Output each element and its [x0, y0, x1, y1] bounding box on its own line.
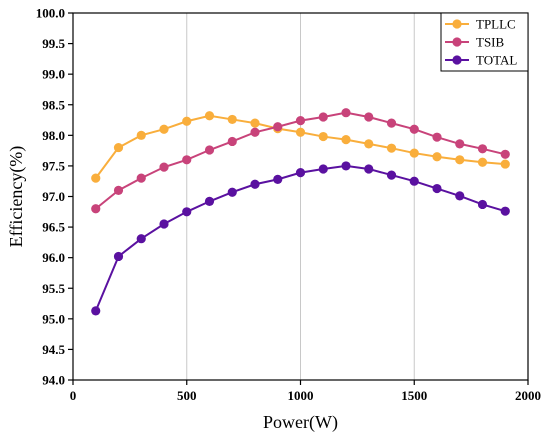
data-point-tpllc — [227, 114, 237, 125]
data-point-tpllc — [455, 155, 465, 165]
data-point-tsib — [204, 145, 215, 155]
data-point-total — [136, 234, 146, 244]
data-point-tsib — [182, 155, 192, 165]
y-tick-label: 98.0 — [42, 128, 65, 143]
data-point-tpllc — [295, 127, 306, 137]
data-point-tpllc — [364, 139, 374, 149]
data-point-tpllc — [477, 157, 488, 167]
series-tsib — [91, 108, 510, 214]
y-tick-label: 94.0 — [42, 373, 65, 388]
legend-item-total: TOTAL — [445, 53, 517, 68]
data-point-tpllc — [432, 152, 442, 162]
data-point-total — [113, 251, 124, 262]
x-axis: 0 500 1000 1500 2000 — [70, 380, 541, 403]
x-tick-label: 2000 — [515, 388, 541, 403]
y-tick-label: 97.5 — [42, 158, 65, 173]
y-tick-label: 100.0 — [36, 6, 65, 21]
data-point-tsib — [318, 112, 328, 122]
y-tick-label: 97.0 — [42, 189, 65, 204]
legend-swatch-marker — [452, 55, 462, 65]
data-point-total — [227, 187, 237, 197]
legend: TPLLC TSIB TOTAL — [440, 12, 529, 72]
data-point-tsib — [432, 132, 442, 142]
data-point-total — [91, 306, 101, 316]
data-point-total — [318, 164, 328, 174]
data-point-tpllc — [250, 118, 260, 128]
data-point-total — [477, 199, 488, 210]
y-tick-label: 99.5 — [42, 36, 65, 51]
data-point-tsib — [364, 112, 374, 122]
data-series — [91, 108, 510, 316]
legend-label: TSIB — [476, 35, 505, 50]
data-point-total — [386, 170, 397, 180]
data-point-tsib — [113, 185, 124, 195]
x-tick-label: 1500 — [401, 388, 427, 403]
x-tick-label: 0 — [70, 388, 77, 403]
data-point-total — [159, 219, 169, 229]
data-point-tsib — [227, 136, 237, 147]
y-tick-label: 96.0 — [42, 250, 65, 265]
series-tpllc — [91, 111, 510, 183]
data-point-total — [273, 174, 283, 184]
data-point-tsib — [273, 122, 283, 132]
data-point-tpllc — [409, 148, 419, 158]
data-point-tpllc — [91, 173, 101, 183]
data-point-total — [455, 191, 465, 201]
data-point-tsib — [409, 124, 419, 134]
data-point-tsib — [159, 162, 169, 172]
plot-frame — [72, 12, 529, 381]
data-point-total — [500, 206, 510, 216]
y-tick-label: 95.0 — [42, 311, 65, 326]
data-point-tpllc — [182, 116, 192, 126]
x-axis-title: Power(W) — [263, 412, 338, 433]
data-point-total — [432, 183, 442, 194]
data-point-tsib — [386, 118, 397, 128]
legend-label: TPLLC — [476, 17, 516, 32]
data-point-total — [182, 207, 192, 217]
data-point-total — [409, 176, 419, 186]
data-point-tpllc — [159, 124, 169, 134]
data-point-total — [364, 164, 374, 174]
data-point-tpllc — [386, 143, 397, 153]
legend-swatch-marker — [452, 19, 462, 29]
data-point-tsib — [250, 127, 260, 137]
data-point-total — [341, 161, 351, 171]
data-point-tsib — [91, 204, 101, 214]
data-point-total — [250, 179, 260, 189]
data-point-tpllc — [500, 159, 510, 169]
data-point-tpllc — [204, 111, 215, 121]
data-point-tpllc — [113, 142, 124, 153]
series-total — [91, 161, 510, 316]
data-point-tsib — [500, 149, 510, 159]
data-point-tsib — [455, 139, 465, 149]
y-tick-label: 99.0 — [42, 67, 65, 82]
legend-swatch-marker — [452, 37, 462, 47]
x-tick-label: 500 — [177, 388, 197, 403]
legend-label: TOTAL — [476, 53, 517, 68]
y-tick-label: 94.5 — [42, 342, 65, 357]
y-tick-label: 96.5 — [42, 220, 65, 235]
y-axis: 94.0 94.5 95.0 95.5 96.0 96.5 97.0 97.5 98.0 98.5… — [36, 6, 73, 388]
y-tick-label: 98.5 — [42, 97, 65, 112]
data-point-tpllc — [341, 135, 351, 145]
x-tick-label: 1000 — [288, 388, 314, 403]
y-tick-label: 95.5 — [42, 281, 65, 296]
data-point-tsib — [341, 108, 351, 118]
data-point-tsib — [477, 144, 488, 154]
legend-item-tpllc: TPLLC — [445, 17, 516, 32]
data-point-tpllc — [318, 131, 328, 142]
data-point-tsib — [295, 116, 306, 126]
legend-item-tsib: TSIB — [445, 35, 505, 50]
data-point-tpllc — [136, 130, 146, 140]
data-point-total — [295, 168, 306, 178]
grid-lines — [186, 13, 415, 380]
y-axis-title: Efficiency(%) — [6, 146, 27, 248]
data-point-tsib — [136, 173, 146, 183]
data-point-total — [204, 196, 215, 206]
